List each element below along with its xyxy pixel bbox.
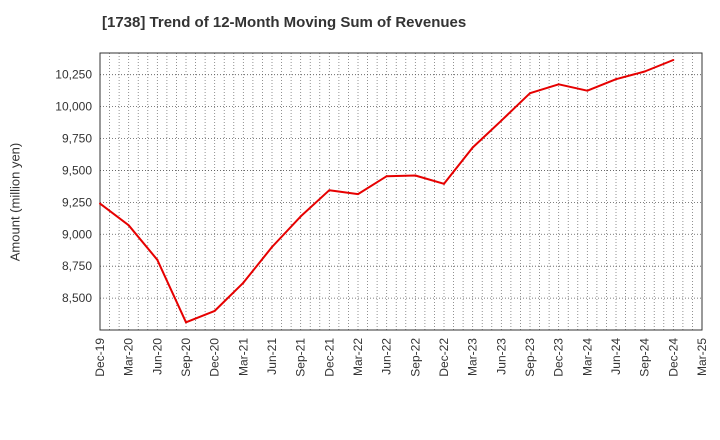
x-tick-label: Mar-23 bbox=[466, 338, 480, 376]
x-tick-label: Mar-24 bbox=[580, 338, 594, 376]
data-point bbox=[643, 70, 646, 73]
plot-frame bbox=[99, 52, 703, 331]
x-tick-label: Dec-22 bbox=[437, 338, 451, 377]
data-point bbox=[271, 246, 273, 249]
y-tick-label: 8,500 bbox=[62, 291, 92, 305]
data-point bbox=[213, 309, 216, 312]
x-tick-label: Sep-24 bbox=[638, 338, 652, 377]
x-tick-label: Dec-19 bbox=[93, 338, 107, 377]
data-point bbox=[586, 89, 589, 92]
x-tick-label: Jun-21 bbox=[265, 338, 279, 375]
x-tick-label: Sep-22 bbox=[408, 338, 422, 377]
data-point bbox=[357, 193, 359, 196]
data-point bbox=[299, 215, 302, 218]
data-point bbox=[615, 78, 617, 81]
chart-title: [1738] Trend of 12-Month Moving Sum of R… bbox=[102, 14, 467, 31]
x-tick-label: Mar-22 bbox=[351, 338, 365, 376]
data-point bbox=[328, 189, 331, 192]
x-tick-label: Sep-20 bbox=[179, 338, 193, 377]
data-point bbox=[156, 258, 159, 261]
x-tick-label: Dec-20 bbox=[208, 338, 222, 377]
data-point bbox=[99, 202, 101, 205]
data-point bbox=[557, 83, 560, 86]
x-tick-label: Mar-20 bbox=[122, 338, 136, 376]
x-tick-label: Jun-24 bbox=[609, 338, 623, 375]
x-tick-label: Mar-25 bbox=[695, 338, 709, 376]
data-point bbox=[471, 146, 474, 149]
data-point bbox=[385, 175, 388, 178]
x-tick-label: Jun-22 bbox=[380, 338, 394, 375]
data-point bbox=[500, 119, 503, 122]
plot-area bbox=[100, 53, 702, 330]
data-point bbox=[443, 182, 445, 185]
x-tick-label: Jun-20 bbox=[150, 338, 164, 375]
data-point bbox=[127, 224, 130, 227]
x-tick-label: Dec-23 bbox=[552, 338, 566, 377]
y-tick-label: 9,250 bbox=[62, 195, 92, 209]
data-point bbox=[414, 174, 417, 177]
y-tick-label: 10,000 bbox=[55, 100, 92, 114]
x-tick-label: Sep-21 bbox=[294, 338, 308, 377]
data-point bbox=[672, 59, 675, 62]
data-point bbox=[529, 92, 531, 95]
y-tick-label: 10,250 bbox=[55, 68, 92, 82]
y-tick-label: 8,750 bbox=[62, 259, 92, 273]
y-tick-label: 9,500 bbox=[62, 163, 92, 177]
x-tick-label: Dec-21 bbox=[322, 338, 336, 377]
x-tick-label: Dec-24 bbox=[666, 338, 680, 377]
y-tick-label: 9,750 bbox=[62, 132, 92, 146]
data-point bbox=[242, 281, 245, 284]
x-tick-label: Jun-23 bbox=[494, 338, 508, 375]
x-tick-label: Mar-21 bbox=[236, 338, 250, 376]
x-tick-label: Sep-23 bbox=[523, 338, 537, 377]
data-point bbox=[185, 321, 187, 324]
y-tick-label: 9,000 bbox=[62, 227, 92, 241]
